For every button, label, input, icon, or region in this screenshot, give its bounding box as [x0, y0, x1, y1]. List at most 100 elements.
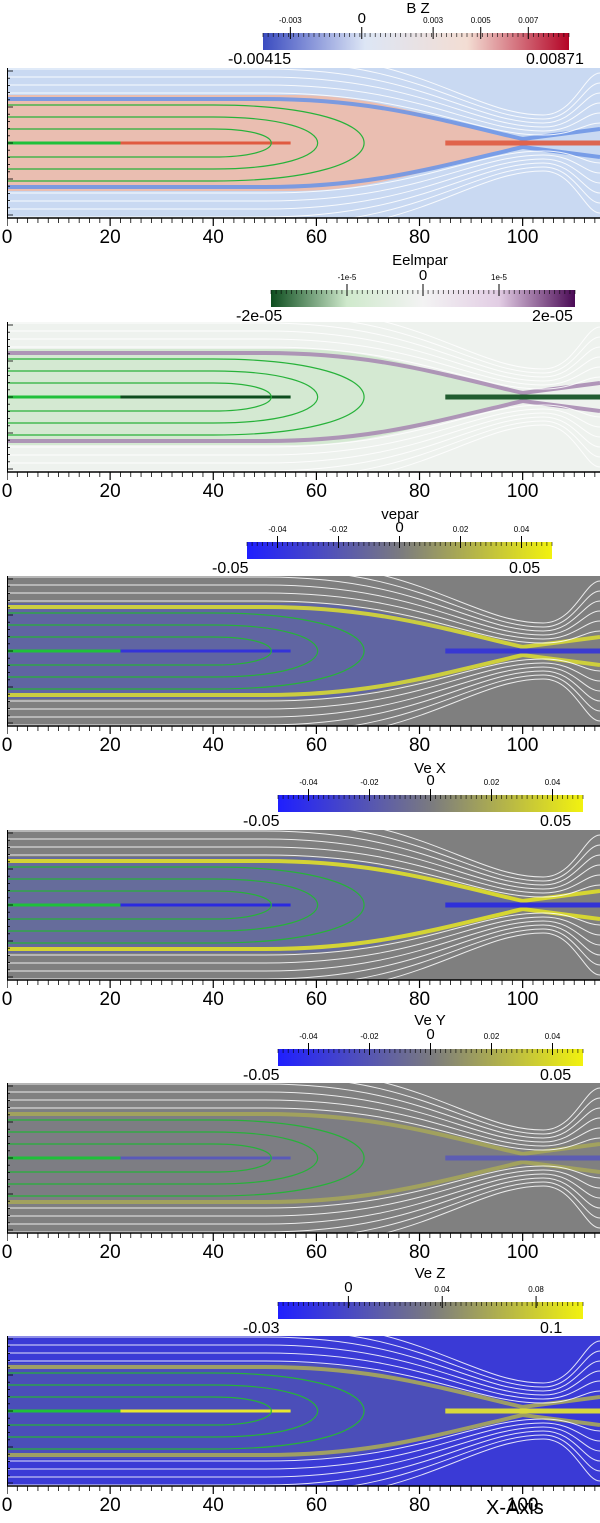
colorbar-tick-label: 0.04	[544, 1032, 561, 1041]
open-field-line	[7, 1418, 600, 1462]
colorbar-max-label: 0.1	[540, 1320, 563, 1337]
open-field-line	[348, 68, 600, 120]
colorbar-min-label: -0.05	[243, 813, 280, 830]
open-field-line	[315, 678, 600, 738]
colorbar-tick-label: 0	[418, 267, 428, 284]
open-field-line	[348, 576, 600, 628]
open-field-line	[383, 68, 600, 116]
colorbar-max-label: 0.05	[540, 1067, 572, 1084]
open-field-line	[315, 932, 600, 992]
field-plot	[7, 1083, 600, 1245]
x-tick-label: 80	[408, 1495, 431, 1516]
open-field-line	[7, 1173, 600, 1225]
open-field-line	[7, 92, 600, 136]
open-field-line	[7, 1426, 600, 1478]
colorbar-title: B Z	[406, 0, 430, 17]
closed-field-line	[7, 612, 365, 690]
open-field-line	[7, 1099, 600, 1147]
closed-field-line	[7, 866, 365, 944]
colorbar	[277, 789, 584, 812]
x-tick-label: 0	[1, 735, 13, 756]
open-field-line	[7, 838, 600, 890]
closed-field-line	[7, 1396, 272, 1426]
x-tick-label: 0	[1, 1242, 13, 1263]
open-field-line	[315, 424, 600, 484]
colorbar-max-label: 0.05	[509, 560, 541, 577]
open-field-line	[315, 170, 600, 230]
x-tick-label: 60	[305, 1495, 327, 1516]
open-field-line	[383, 1083, 600, 1131]
colorbar-title: Ve Z	[414, 1265, 446, 1282]
x-tick-label: 100	[506, 481, 539, 502]
colorbar	[277, 1043, 584, 1066]
open-field-line	[7, 600, 600, 644]
closed-field-line	[7, 370, 318, 424]
colorbar-tick-label: 0	[426, 1026, 435, 1043]
closed-field-line	[7, 116, 318, 170]
open-field-line	[315, 1438, 600, 1498]
x-tick-label: 60	[305, 1242, 327, 1263]
separatrix-upper	[7, 97, 600, 142]
colorbar-title: Ve Y	[414, 1012, 446, 1029]
colorbar-tick-label: 0.04	[544, 778, 561, 787]
closed-field-line	[7, 890, 272, 920]
open-field-line	[7, 584, 600, 636]
open-field-line	[7, 592, 600, 640]
closed-field-line	[7, 382, 272, 412]
separatrix-upper	[7, 605, 600, 650]
colorbar-tick-label: -0.04	[299, 1032, 318, 1041]
colorbar-tick-label: -0.02	[360, 778, 379, 787]
open-field-line	[348, 830, 600, 882]
colorbar-title: Ve X	[414, 760, 446, 777]
open-field-line	[7, 666, 600, 718]
colorbar-max-label: 0.00871	[526, 51, 584, 68]
open-field-line	[7, 1352, 600, 1400]
colorbar-tick-label: 0.005	[470, 16, 491, 25]
x-tick-label: 60	[305, 227, 327, 248]
x-tick-label: 40	[202, 1242, 224, 1263]
x-tick-label: 20	[99, 1242, 121, 1263]
separatrix-upper	[7, 351, 600, 396]
closed-field-line	[7, 358, 365, 436]
colorbar-min-label: -0.03	[243, 1320, 280, 1337]
x-axis-title: X-Axis	[486, 1497, 544, 1519]
separatrix-lower	[7, 652, 600, 697]
open-field-line	[7, 154, 600, 202]
open-field-line	[7, 416, 600, 472]
closed-field-line	[7, 1143, 272, 1173]
colorbar-max-label: 0.05	[540, 813, 572, 830]
colorbar-tick-label: -0.003	[279, 16, 302, 25]
colorbar-tick-label: 0.04	[513, 525, 530, 534]
colorbar-tick-label: 0.02	[483, 778, 500, 787]
field-plot	[7, 1336, 600, 1498]
open-field-line	[7, 1169, 600, 1217]
open-field-line	[7, 1083, 600, 1139]
open-field-line	[7, 658, 600, 702]
x-tick-label: 40	[202, 481, 224, 502]
open-field-line	[7, 1107, 600, 1151]
open-field-line	[7, 670, 600, 726]
open-field-line	[7, 412, 600, 464]
colorbar	[277, 1296, 584, 1319]
open-field-line	[7, 846, 600, 894]
x-tick-label: 100	[506, 1495, 539, 1516]
x-tick-label: 40	[202, 989, 224, 1010]
separatrix-lower	[7, 398, 600, 443]
colorbar-tick-label: 0.02	[452, 525, 469, 534]
open-field-line	[7, 150, 600, 194]
open-field-line	[7, 68, 600, 124]
open-field-line	[315, 1185, 600, 1245]
x-tick-label: 0	[1, 481, 13, 502]
separatrix-lower	[7, 1159, 600, 1204]
colorbar-gradient	[278, 795, 583, 812]
colorbar-tick-label: 0	[357, 10, 366, 27]
colorbar-tick-label: -1e-5	[337, 273, 357, 282]
open-field-line	[383, 830, 600, 878]
open-field-line	[7, 1336, 600, 1392]
open-field-line	[7, 1434, 600, 1494]
separatrix-lower	[7, 1412, 600, 1457]
open-field-line	[7, 1177, 600, 1233]
x-tick-label: 20	[99, 989, 121, 1010]
colorbar-min-label: -0.05	[243, 1067, 280, 1084]
open-field-line	[7, 1091, 600, 1143]
